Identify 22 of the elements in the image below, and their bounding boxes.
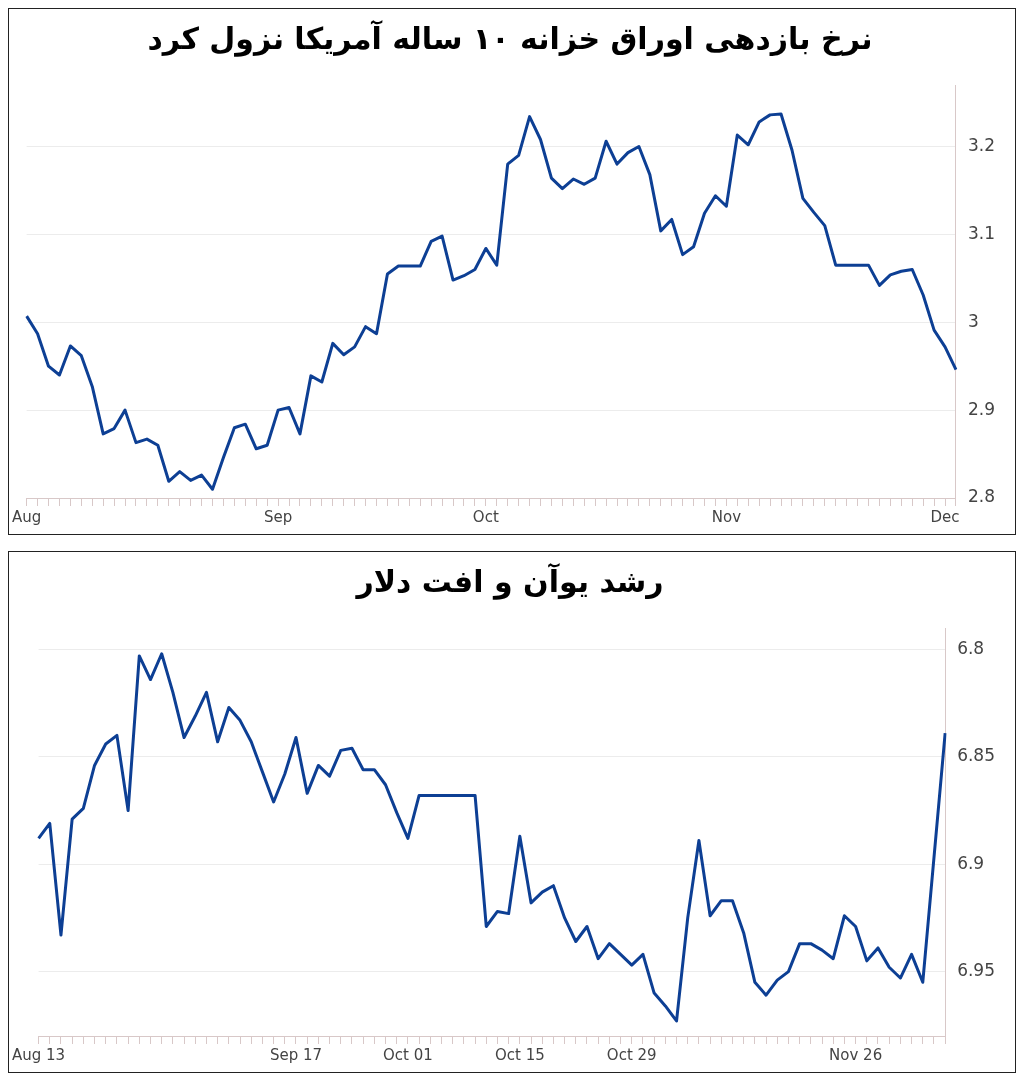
x-tick-label: Sep <box>263 507 293 526</box>
chart-title: نرخ بازدهی اوراق خزانه ۱۰ ساله آمریکا نزول کرد <box>147 19 873 57</box>
y-tick-label: 6.95 <box>957 960 996 980</box>
x-tick-label: Oct 15 <box>494 1045 545 1064</box>
x-tick-label: Nov <box>711 507 742 526</box>
x-tick-label: Aug 13 <box>11 1045 66 1064</box>
y-tick-label: 6.8 <box>957 637 985 658</box>
chart-title: رشد یوآن و افت دلار <box>354 562 664 600</box>
x-tick-label: Oct <box>472 507 499 526</box>
x-tick-label: Dec <box>930 507 960 526</box>
y-tick-label: 2.9 <box>967 398 996 419</box>
y-tick-label: 2.8 <box>967 486 996 507</box>
x-tick-label: Nov 26 <box>829 1045 883 1064</box>
y-tick-label: 3.1 <box>967 222 996 243</box>
x-tick-label: Aug <box>12 507 42 526</box>
x-tick-label: Sep 17 <box>269 1045 323 1064</box>
y-tick-label: 3.2 <box>967 134 996 155</box>
x-tick-label: Oct 29 <box>606 1045 657 1064</box>
y-tick-label: 6.85 <box>957 745 996 766</box>
y-tick-label: 3 <box>967 310 979 331</box>
y-tick-label: 6.9 <box>957 852 985 873</box>
x-tick-label: Oct 01 <box>383 1045 433 1064</box>
